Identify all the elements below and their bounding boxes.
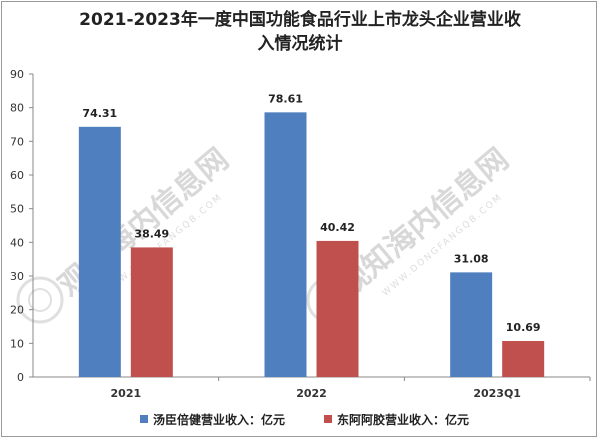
y-tick-label: 20 <box>10 304 24 317</box>
watermark-logo-icon <box>16 276 64 324</box>
chart-title-line-2: 入情况统计 <box>257 34 343 54</box>
y-tick-label: 70 <box>10 135 24 148</box>
data-label: 74.31 <box>82 107 117 120</box>
data-label: 78.61 <box>268 92 303 105</box>
legend-swatch-2 <box>324 415 332 423</box>
chart-legend: 汤臣倍健营业收入：亿元 东阿阿胶营业收入：亿元 <box>140 412 469 427</box>
data-label: 31.08 <box>454 252 489 265</box>
bar-1-2022 <box>264 112 307 377</box>
bar-2-2023Q1 <box>502 341 545 377</box>
bar-2-2022 <box>316 240 359 377</box>
x-category-label: 2021 <box>111 387 142 400</box>
y-tick-label: 10 <box>10 337 24 350</box>
y-tick-label: 50 <box>10 203 24 216</box>
y-tick-label: 0 <box>17 371 24 384</box>
y-tick-label: 90 <box>10 68 24 81</box>
y-tick-label: 30 <box>10 270 24 283</box>
chart-axes: 0 10 20 30 40 50 60 70 80 90 <box>10 68 591 384</box>
legend-swatch-1 <box>140 415 148 423</box>
y-tick-label: 80 <box>10 102 24 115</box>
x-category-label: 2023Q1 <box>473 387 521 400</box>
legend-label-2: 东阿阿胶营业收入：亿元 <box>337 412 469 427</box>
bar-2-2021 <box>130 247 173 377</box>
data-label: 40.42 <box>320 221 355 234</box>
watermark-logo-inner-icon <box>28 288 52 312</box>
y-tick-label: 60 <box>10 169 24 182</box>
chart-title-line-1: 2021-2023年一度中国功能食品行业上市龙头企业营业收 <box>79 10 521 30</box>
chart-bars <box>78 112 545 377</box>
y-tick-label: 40 <box>10 236 24 249</box>
bar-1-2021 <box>78 126 121 377</box>
data-label: 38.49 <box>134 227 169 240</box>
data-label: 10.69 <box>506 321 541 334</box>
chart-title: 2021-2023年一度中国功能食品行业上市龙头企业营业收 入情况统计 <box>0 8 600 56</box>
chart-labels: 2021 74.31 38.49 2022 78.61 40.42 2023Q1 31.08 1… <box>82 92 540 400</box>
bar-1-2023Q1 <box>450 272 493 377</box>
legend-label-1: 汤臣倍健营业收入：亿元 <box>153 412 285 427</box>
x-category-label: 2022 <box>296 387 327 400</box>
